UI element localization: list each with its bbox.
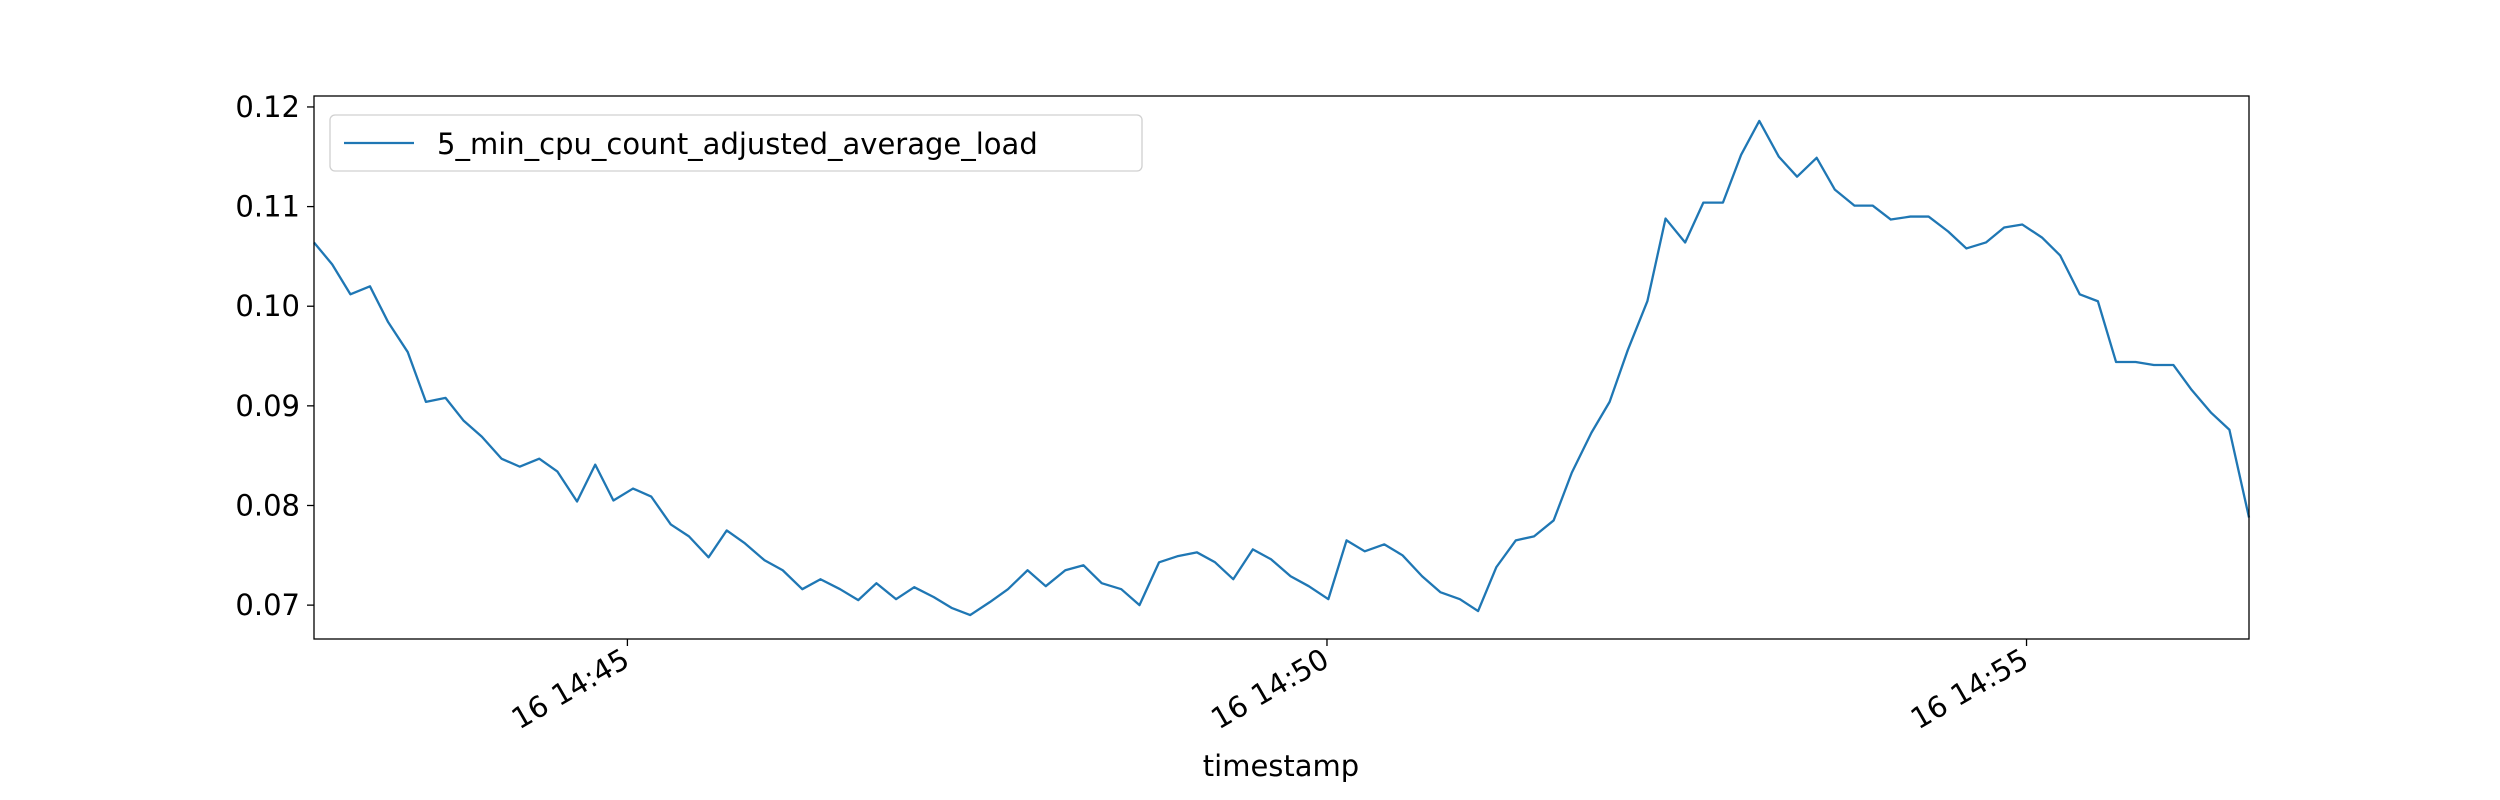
legend-box [329,114,1143,172]
x-tick-label: 16 14:50 [1205,642,1334,736]
legend: 5_min_cpu_count_adjusted_average_load [329,114,1143,172]
y-tick-label: 0.08 [235,488,300,522]
data-line [313,119,2251,617]
y-tick-label: 0.07 [235,588,300,622]
legend-label: 5_min_cpu_count_adjusted_average_load [437,127,1038,161]
plot-frame [313,95,2250,640]
y-tick-label: 0.10 [235,289,300,323]
y-tick-label: 0.09 [235,389,300,423]
x-tick-label: 16 14:55 [1905,642,2034,736]
y-tick-label: 0.11 [235,190,300,224]
x-tick-label: 16 14:45 [506,642,635,736]
x-axis-label: timestamp [1203,749,1359,783]
y-tick-label: 0.12 [235,90,300,124]
